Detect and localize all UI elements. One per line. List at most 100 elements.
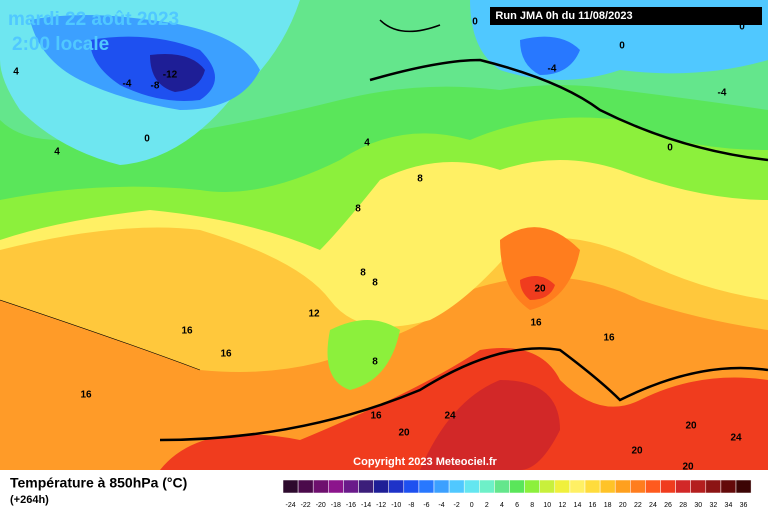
scale-label: 34 bbox=[725, 502, 733, 509]
scale-swatch bbox=[645, 479, 661, 494]
contour-label: 24 bbox=[730, 433, 742, 444]
contour-label: 4 bbox=[364, 138, 370, 149]
scale-swatch bbox=[509, 479, 525, 494]
contour-label: 16 bbox=[80, 390, 92, 401]
scale-label: 0 bbox=[470, 502, 474, 509]
scale-swatch bbox=[494, 479, 510, 494]
scale-label: 2 bbox=[485, 502, 489, 509]
scale-label: 16 bbox=[589, 502, 597, 509]
scale-label: 6 bbox=[515, 502, 519, 509]
scale-swatch bbox=[675, 479, 691, 494]
scale-swatch bbox=[312, 479, 329, 494]
scale-label: -2 bbox=[454, 502, 460, 509]
contour-label: 4 bbox=[54, 147, 60, 158]
scale-label: -8 bbox=[408, 502, 414, 509]
scale-label: -14 bbox=[361, 502, 371, 509]
scale-label: 12 bbox=[558, 502, 566, 509]
contour-label: 20 bbox=[682, 462, 694, 473]
scale-swatch bbox=[328, 479, 344, 494]
contour-label: 8 bbox=[360, 268, 366, 279]
scale-swatch bbox=[479, 479, 495, 494]
lead-time: (+264h) bbox=[10, 494, 49, 506]
scale-label: 4 bbox=[500, 502, 504, 509]
scale-label: 10 bbox=[543, 502, 551, 509]
contour-label: 16 bbox=[370, 411, 382, 422]
scale-swatch bbox=[463, 479, 480, 494]
contour-label: 8 bbox=[372, 278, 378, 289]
scale-label: 32 bbox=[709, 502, 717, 509]
scale-swatch bbox=[418, 479, 435, 494]
contour-label: -12 bbox=[163, 70, 178, 81]
scale-swatch bbox=[705, 479, 722, 494]
scale-swatch bbox=[358, 479, 374, 494]
scale-label: -24 bbox=[285, 502, 295, 509]
run-label: Run JMA 0h du 11/08/2023 bbox=[495, 10, 632, 22]
scale-label: 18 bbox=[604, 502, 612, 509]
scale-label: -22 bbox=[301, 502, 311, 509]
scale-swatch bbox=[297, 479, 314, 494]
scale-label: 30 bbox=[694, 502, 702, 509]
scale-label: 14 bbox=[574, 502, 582, 509]
scale-swatch bbox=[584, 479, 601, 494]
contour-label: -4 bbox=[718, 88, 727, 99]
contour-label: 8 bbox=[417, 174, 423, 185]
copyright: Copyright 2023 Meteociel.fr bbox=[353, 456, 497, 468]
scale-swatch bbox=[735, 479, 752, 494]
scale-label: -18 bbox=[331, 502, 341, 509]
scale-swatch bbox=[660, 479, 676, 494]
contour-label: 16 bbox=[603, 333, 615, 344]
scale-label: 22 bbox=[634, 502, 642, 509]
legend-title: Température à 850hPa (°C) bbox=[10, 475, 187, 491]
contour-label: 20 bbox=[685, 421, 697, 432]
scale-label: 20 bbox=[619, 502, 627, 509]
scale-label: 8 bbox=[530, 502, 534, 509]
time-label: 2:00 locale bbox=[12, 34, 109, 55]
scale-label: -6 bbox=[423, 502, 429, 509]
contour-label: 20 bbox=[631, 446, 643, 457]
scale-swatch bbox=[720, 479, 737, 494]
contour-label: 0 bbox=[619, 41, 625, 52]
scale-swatch bbox=[690, 479, 707, 494]
scale-swatch bbox=[599, 479, 616, 494]
scale-swatch bbox=[539, 479, 556, 494]
contour-label: 8 bbox=[372, 357, 378, 368]
color-scale: -24 -22 -20 -18 -16 -14 -12 -10 -8 -6 -4 -2 0 2 4 6 8 10 1… bbox=[282, 479, 752, 509]
contour-label: 16 bbox=[530, 318, 542, 329]
run-box bbox=[490, 7, 762, 25]
contour-label: 8 bbox=[355, 204, 361, 215]
scale-swatch bbox=[388, 479, 405, 494]
map bbox=[0, 0, 768, 470]
scale-swatch bbox=[554, 479, 571, 494]
date-label: mardi 22 août 2023 bbox=[8, 9, 179, 30]
contour-label: 0 bbox=[667, 143, 673, 154]
contour-label: -4 bbox=[123, 79, 132, 90]
contour-label: 16 bbox=[220, 349, 232, 360]
scale-swatch bbox=[569, 479, 586, 494]
scale-label: -4 bbox=[438, 502, 444, 509]
contour-label: -4 bbox=[548, 64, 557, 75]
contour-label: 4 bbox=[13, 67, 19, 78]
scale-label: 28 bbox=[679, 502, 687, 509]
scale-swatch bbox=[373, 479, 389, 494]
scale-label: -16 bbox=[346, 502, 356, 509]
scale-swatch bbox=[630, 479, 646, 494]
contour-label: 20 bbox=[398, 428, 410, 439]
scale-swatch bbox=[524, 479, 540, 494]
contour-label: 0 bbox=[472, 17, 478, 28]
scale-label: 26 bbox=[664, 502, 672, 509]
scale-label: -20 bbox=[316, 502, 326, 509]
scale-swatch bbox=[614, 479, 631, 494]
contour-label: 0 bbox=[739, 22, 745, 33]
contour-label: -8 bbox=[151, 81, 160, 92]
scale-swatch bbox=[403, 479, 420, 494]
contour-label: 0 bbox=[144, 134, 150, 145]
contour-label: 12 bbox=[308, 309, 320, 320]
scale-swatch bbox=[343, 479, 359, 494]
contour-label: 20 bbox=[534, 284, 546, 295]
contour-label: 24 bbox=[444, 411, 456, 422]
scale-swatch bbox=[448, 479, 465, 494]
scale-label: 24 bbox=[649, 502, 657, 509]
scale-label: -10 bbox=[391, 502, 401, 509]
scale-swatch bbox=[282, 479, 299, 494]
